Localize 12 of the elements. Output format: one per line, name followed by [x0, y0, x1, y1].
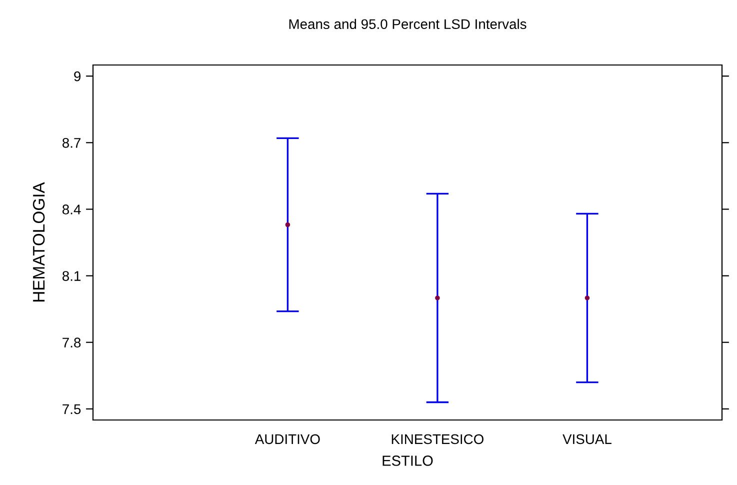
x-tick-label: AUDITIVO — [254, 434, 320, 444]
x-tick-label: KINESTESICO — [392, 434, 484, 444]
y-tick-label: 8.4 — [62, 204, 81, 214]
y-axis-title: HEMATOLOGIA — [32, 182, 45, 302]
x-tick-label: VISUAL — [562, 434, 612, 444]
y-tick-label: 7.8 — [62, 338, 81, 348]
y-tick-label: 8.7 — [62, 138, 80, 148]
y-tick-label: 8.1 — [62, 271, 81, 281]
x-axis-title: ESTILO — [382, 456, 433, 466]
y-tick-label: 9 — [74, 71, 81, 82]
y-tick-label: 7.5 — [62, 404, 81, 414]
chart-title: Means and 95.0 Percent LSD Intervals — [289, 18, 526, 30]
